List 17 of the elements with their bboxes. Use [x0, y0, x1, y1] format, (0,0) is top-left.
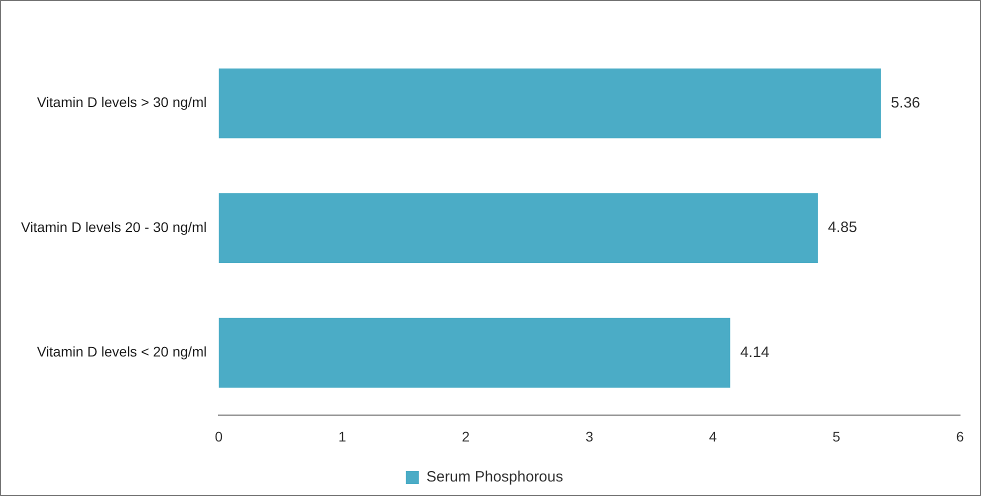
bar — [218, 68, 881, 138]
y-tick-label: Vitamin D levels > 30 ng/ml — [36, 94, 207, 110]
bar — [218, 318, 730, 388]
data-label: 5.36 — [890, 94, 920, 112]
x-tick-label: 0 — [214, 428, 223, 444]
y-tick-label: Vitamin D levels < 20 ng/ml — [36, 344, 207, 360]
x-tick-label: 6 — [956, 428, 964, 444]
data-label: 4.85 — [828, 219, 858, 236]
x-tick-label: 1 — [338, 428, 346, 444]
y-tick-label: Vitamin D levels 20 - 30 ng/ml — [20, 218, 207, 235]
x-tick-label: 3 — [585, 428, 594, 444]
legend-label: Serum Phosphorous — [426, 468, 564, 486]
data-label: 4.14 — [740, 344, 770, 361]
x-tick-label: 2 — [462, 428, 470, 444]
x-tick-label: 5 — [832, 428, 841, 444]
x-tick-label: 4 — [709, 428, 718, 444]
bar — [218, 193, 818, 264]
